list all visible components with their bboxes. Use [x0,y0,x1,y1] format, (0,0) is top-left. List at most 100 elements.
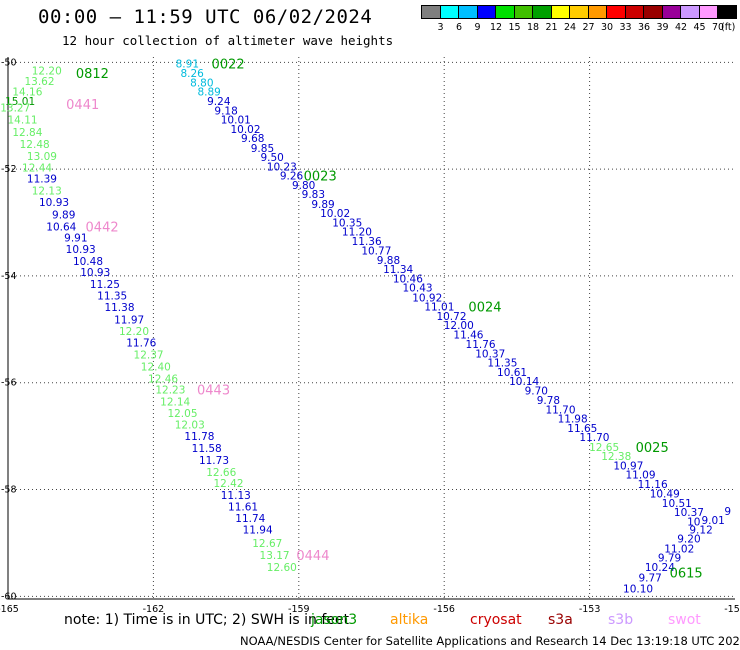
wave-height-label: 10.37 [674,507,704,519]
wave-height-label: 10.23 [267,161,297,173]
wave-height-label: 11.36 [352,236,382,248]
wave-height-label: 12.20 [32,65,62,77]
wave-height-label: 12.13 [32,185,62,197]
y-tick-label: -56 [1,378,17,389]
wave-height-label: 15.01 [5,96,35,108]
wave-height-label: 10.35 [332,218,362,230]
y-tick-label: -54 [1,271,17,282]
wave-height-label: 10.24 [645,562,675,574]
pass-time-label: 0443 [197,384,230,399]
pass-time-label: 0442 [86,220,119,235]
color-scale [421,5,737,19]
wave-height-label: 9.24 [207,96,231,108]
wave-height-label: 11.70 [545,404,575,416]
wave-height-label: 9.68 [241,133,264,145]
color-swatch [587,5,607,19]
wave-height-label: 9.89 [311,199,334,211]
color-scale-labels: 3 6 9 12 15 18 21 24 27 30 33 36 39 42 45 70 (ft) [422,22,738,36]
wave-height-label: 10.93 [39,197,69,209]
wave-height-label: 12.00 [444,320,474,332]
color-swatch [476,5,496,19]
wave-height-label: 9.12 [689,525,712,537]
page-subtitle: 12 hour collection of altimeter wave hei… [62,33,394,48]
wave-height-label: 12.60 [267,562,297,574]
wave-height-label: 10.02 [320,208,350,220]
wave-height-label: 11.78 [184,431,214,443]
color-scale-label: 45 [693,22,706,33]
wave-height-label: 11.97 [114,315,144,327]
wave-height-label: 11.38 [104,302,134,314]
wave-height-label: 12.14 [160,396,190,408]
wave-height-label: 9.91 [64,232,87,244]
pass-time-label: 0024 [468,300,501,315]
legend-item-s3b: s3b [608,612,634,628]
wave-height-label: 9.18 [214,105,237,117]
color-scale-label: 18 [526,22,540,33]
wave-height-label: 12.44 [22,163,52,175]
legend-item-cryosat: cryosat [470,612,522,628]
color-swatch [495,5,515,19]
pass-time-label: 0025 [636,441,669,456]
wave-height-label: 10.37 [475,348,505,360]
y-tick-label: -50 [1,57,17,68]
wave-height-label: 13.09 [27,151,57,163]
wave-height-label: 11.76 [466,339,496,351]
color-scale-label: 30 [600,22,614,33]
footer-note: note: 1) Time is in UTC; 2) SWH is in fe… [64,612,350,628]
wave-height-label: 13.17 [260,550,290,562]
wave-height-label: 12.48 [20,139,50,151]
pass-time-label: 0812 [76,67,109,82]
wave-height-label: 10.77 [361,245,391,257]
wave-height-label: 11.01 [424,301,454,313]
wave-height-label: 11.61 [228,502,258,514]
x-tick-label: -165 [0,604,19,615]
wave-height-label: 9.20 [677,534,700,546]
wave-height-label: 11.20 [342,227,372,239]
color-scale-label: 70 [711,22,725,33]
wave-height-label: 9.26 [280,171,304,183]
wave-height-label: 9.50 [260,152,283,164]
wave-height-label: 11.76 [126,338,156,350]
wave-height-label: 10.72 [436,311,466,323]
wave-height-label: 10.61 [497,367,527,379]
color-scale-label: 15 [508,22,521,33]
color-scale-unit: (ft) [721,22,736,33]
y-tick-label: -60 [1,591,17,602]
wave-height-label: 14.16 [12,87,42,99]
pass-time-label: 0022 [212,57,245,72]
color-swatch [458,5,478,19]
wave-height-label: 9.85 [251,143,274,155]
wave-height-label: 9.77 [638,573,661,585]
wave-height-label: 9.70 [525,386,548,398]
wave-height-label: 10 [687,517,700,529]
wave-height-label: 12.67 [252,538,282,550]
pass-time-label: 0441 [66,98,99,113]
x-tick-label: -156 [433,604,455,615]
pass-time-label: 0023 [304,170,337,185]
color-swatch [624,5,644,19]
wave-height-label: 10.46 [393,274,423,286]
wave-height-label: 11.02 [664,543,694,555]
wave-height-label: 8.26 [180,68,204,80]
wave-height-label: 10.10 [623,583,653,595]
color-swatch [439,5,459,19]
wave-height-label: 10.01 [221,114,251,126]
wave-height-label: 11.74 [235,513,265,525]
wave-height-label: 11.34 [383,264,413,276]
wave-height-label: 10.43 [403,283,433,295]
wave-height-label: 9.88 [377,255,400,267]
wave-height-label: 13.27 [0,103,30,115]
wave-height-label: 10.51 [662,498,692,510]
color-swatch [606,5,626,19]
color-scale-label: 36 [637,22,651,33]
color-swatch [661,5,681,19]
legend-item-altika: altika [390,612,429,628]
wave-height-label: 12.03 [175,419,205,431]
wave-height-label: 12.37 [134,349,164,361]
wave-height-label: 10.64 [46,221,76,233]
color-scale-label: 33 [619,22,632,33]
color-scale-label: 9 [474,22,481,33]
pass-time-label: 0615 [670,566,703,581]
color-swatch [532,5,552,19]
wave-height-label: 11.39 [27,174,57,186]
